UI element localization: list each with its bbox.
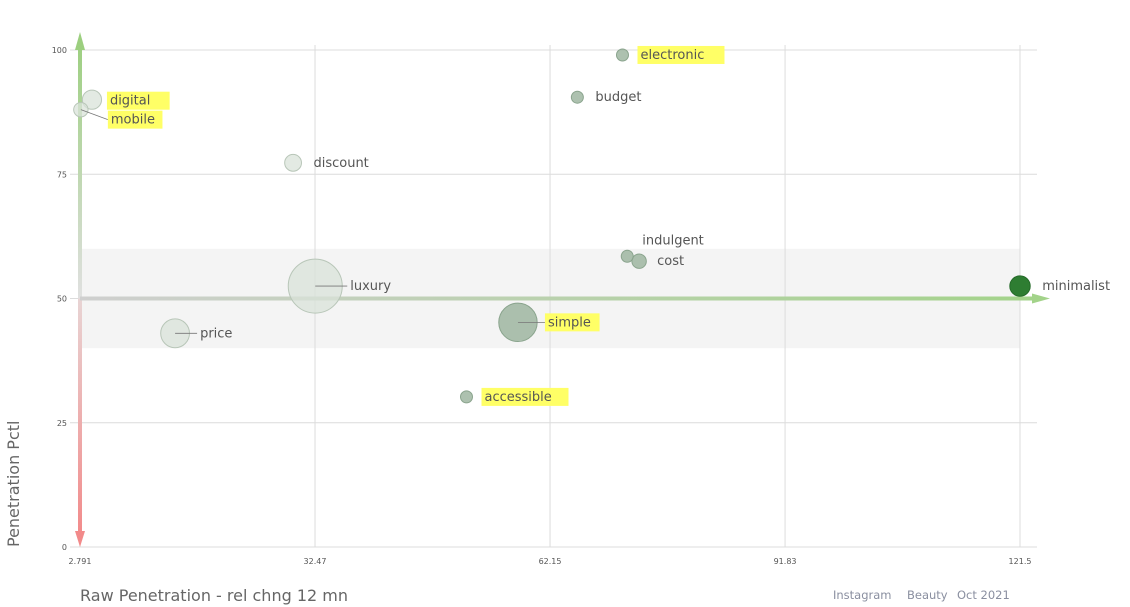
bubble-label-price: price [200,326,232,341]
bubble-label-digital: digital [110,94,150,109]
bubble-label-minimalist: minimalist [1042,279,1110,294]
bubble-label-electronic: electronic [640,48,704,63]
label-highlight-simple [544,313,600,332]
bubble-discount [284,153,302,172]
bubble-label-simple: simple [548,315,591,330]
bubble-label-accessible: accessible [484,390,551,405]
y-tick-label: 50 [57,295,67,304]
bubble-label-luxury: luxury [350,279,391,294]
x-tick-label: 2.791 [69,557,92,566]
y-axis-up-arrow [78,40,82,299]
leader-line-mobile [80,109,109,121]
y-tick-label: 25 [57,419,67,428]
bubble-label-cost: cost [657,254,684,269]
bubble-accessible [459,390,473,404]
bubble-digital [81,89,103,110]
x-tick-label: 32.47 [304,557,327,566]
bubble-cost [631,253,647,269]
y-tick-label: 0 [62,543,67,552]
label-highlight-accessible [481,387,569,406]
bubble-label-mobile: mobile [111,113,155,128]
x-tick-label: 62.15 [539,557,562,566]
bubble-labels: electronic budget digital mobile discount ind… [80,45,1110,406]
bubble-label-budget: budget [595,90,641,105]
y-tick-label: 75 [57,170,67,179]
x-axis-right-arrowhead [1032,293,1050,304]
y-tick-labels: 0 25 50 75 100 [52,46,67,552]
x-tick-label: 91.83 [774,557,797,566]
y-axis-down-arrowhead [75,531,85,547]
label-highlight-electronic [637,45,725,64]
x-tick-label: 121.5 [1009,557,1032,566]
bubble-label-indulgent: indulgent [642,233,704,248]
x-axis-title: Raw Penetration - rel chng 12 mn [80,586,348,605]
bubbles [73,48,1031,404]
bubble-electronic [615,48,629,62]
bubble-indulgent [620,249,634,263]
y-axis-up-arrowhead [75,32,85,50]
y-axis-title: Penetration Pctl [4,421,23,547]
label-highlight-mobile [107,110,163,129]
bubble-label-discount: discount [313,156,368,171]
y-axis-down-arrow [78,298,82,537]
footer-category: Beauty [907,588,948,602]
axis-arrows [75,32,1050,547]
y-tick-label: 100 [52,46,67,55]
footer-platform: Instagram [833,588,892,602]
label-highlight-digital [106,91,170,110]
bubble-minimalist [1009,275,1031,297]
x-tick-labels: 2.791 32.47 62.15 91.83 121.5 [69,557,1032,566]
x-axis-right-arrow [80,296,1034,301]
footer-period: Oct 2021 [957,588,1010,602]
bubble-budget [570,90,584,104]
